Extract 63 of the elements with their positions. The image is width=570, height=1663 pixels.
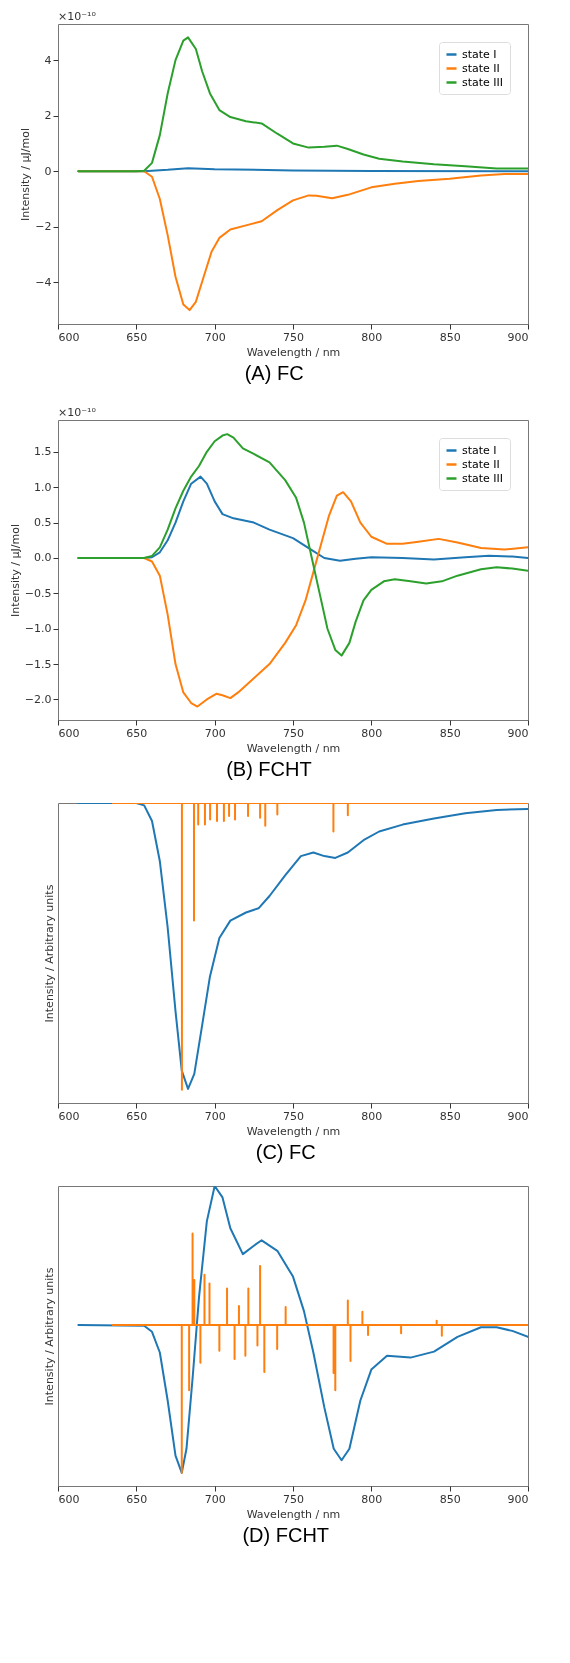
x-tick-label: 800 (361, 1109, 383, 1123)
x-tick-label: 650 (126, 1492, 148, 1506)
y-tick-label: 2 (44, 109, 52, 123)
x-tick-label: 750 (283, 1109, 304, 1123)
text: (B) FCHT (226, 757, 312, 780)
y-tick-label: 0.0 (34, 551, 52, 565)
x-tick-label: 850 (439, 1492, 461, 1506)
line-series (77, 433, 528, 657)
x-tick-label: 900 (507, 330, 529, 344)
text: ×10⁻¹⁰ (58, 406, 97, 419)
y-tick-label: −0.5 (24, 586, 52, 600)
y-axis-title: Intensity / μJ/mol (8, 523, 22, 618)
x-tick-label: 800 (361, 330, 383, 344)
x-tick-label: 850 (439, 726, 461, 740)
x-tick-label: 600 (58, 1492, 80, 1506)
y-axis-title: Intensity / μJ/mol (19, 127, 33, 222)
x-tick-label: 650 (126, 1109, 148, 1123)
y-tick-label: 1.0 (34, 480, 52, 494)
x-tick-label: 700 (204, 1492, 226, 1506)
x-tick-label: 600 (58, 330, 80, 344)
y-tick-label: 4 (44, 53, 52, 67)
x-tick-label: 900 (507, 1492, 529, 1506)
legend-label: state III (462, 471, 504, 485)
line-series (77, 36, 528, 173)
x-axis-title: Wavelength / nm (246, 1507, 341, 1521)
x-tick-label: 700 (204, 330, 226, 344)
y-tick-label: 1.5 (34, 445, 52, 459)
x-tick-label: 750 (283, 330, 304, 344)
x-tick-label: 850 (439, 1109, 461, 1123)
x-tick-label: 900 (507, 1109, 529, 1123)
x-tick-label: 750 (283, 1492, 304, 1506)
legend-label: state II (462, 61, 500, 75)
y-tick-label: −1.5 (24, 657, 52, 671)
x-tick-label: 900 (507, 726, 529, 740)
x-axis-title: Wavelength / nm (246, 345, 341, 359)
x-tick-label: 600 (58, 1109, 80, 1123)
legend-label: state I (462, 443, 497, 457)
x-tick-label: 750 (283, 726, 304, 740)
x-tick-label: 700 (204, 1109, 226, 1123)
text: ×10⁻¹⁰ (58, 10, 97, 23)
y-tick-label: 0 (44, 164, 52, 178)
x-tick-label: 800 (361, 726, 383, 740)
y-tick-label: −4 (35, 275, 52, 289)
y-tick-label: −2 (35, 220, 52, 234)
y-tick-label: −1.0 (24, 622, 52, 636)
x-axis-title: Wavelength / nm (246, 741, 341, 755)
legend-label: state I (462, 47, 497, 61)
legend-label: state III (462, 75, 504, 89)
x-tick-label: 650 (126, 726, 148, 740)
text: (A) FC (244, 361, 304, 384)
x-tick-label: 850 (439, 330, 461, 344)
legend-label: state II (462, 457, 500, 471)
text: (D) FCHT (242, 1523, 330, 1546)
y-axis-title: Intensity / Arbitrary units (42, 1267, 56, 1406)
x-tick-label: 700 (204, 726, 226, 740)
text: (C) FC (255, 1140, 316, 1163)
x-tick-label: 650 (126, 330, 148, 344)
x-tick-label: 800 (361, 1492, 383, 1506)
x-tick-label: 600 (58, 726, 80, 740)
y-tick-label: 0.5 (34, 516, 52, 530)
y-axis-title: Intensity / Arbitrary units (42, 884, 56, 1023)
x-axis-title: Wavelength / nm (246, 1124, 341, 1138)
y-tick-label: −2.0 (24, 692, 52, 706)
